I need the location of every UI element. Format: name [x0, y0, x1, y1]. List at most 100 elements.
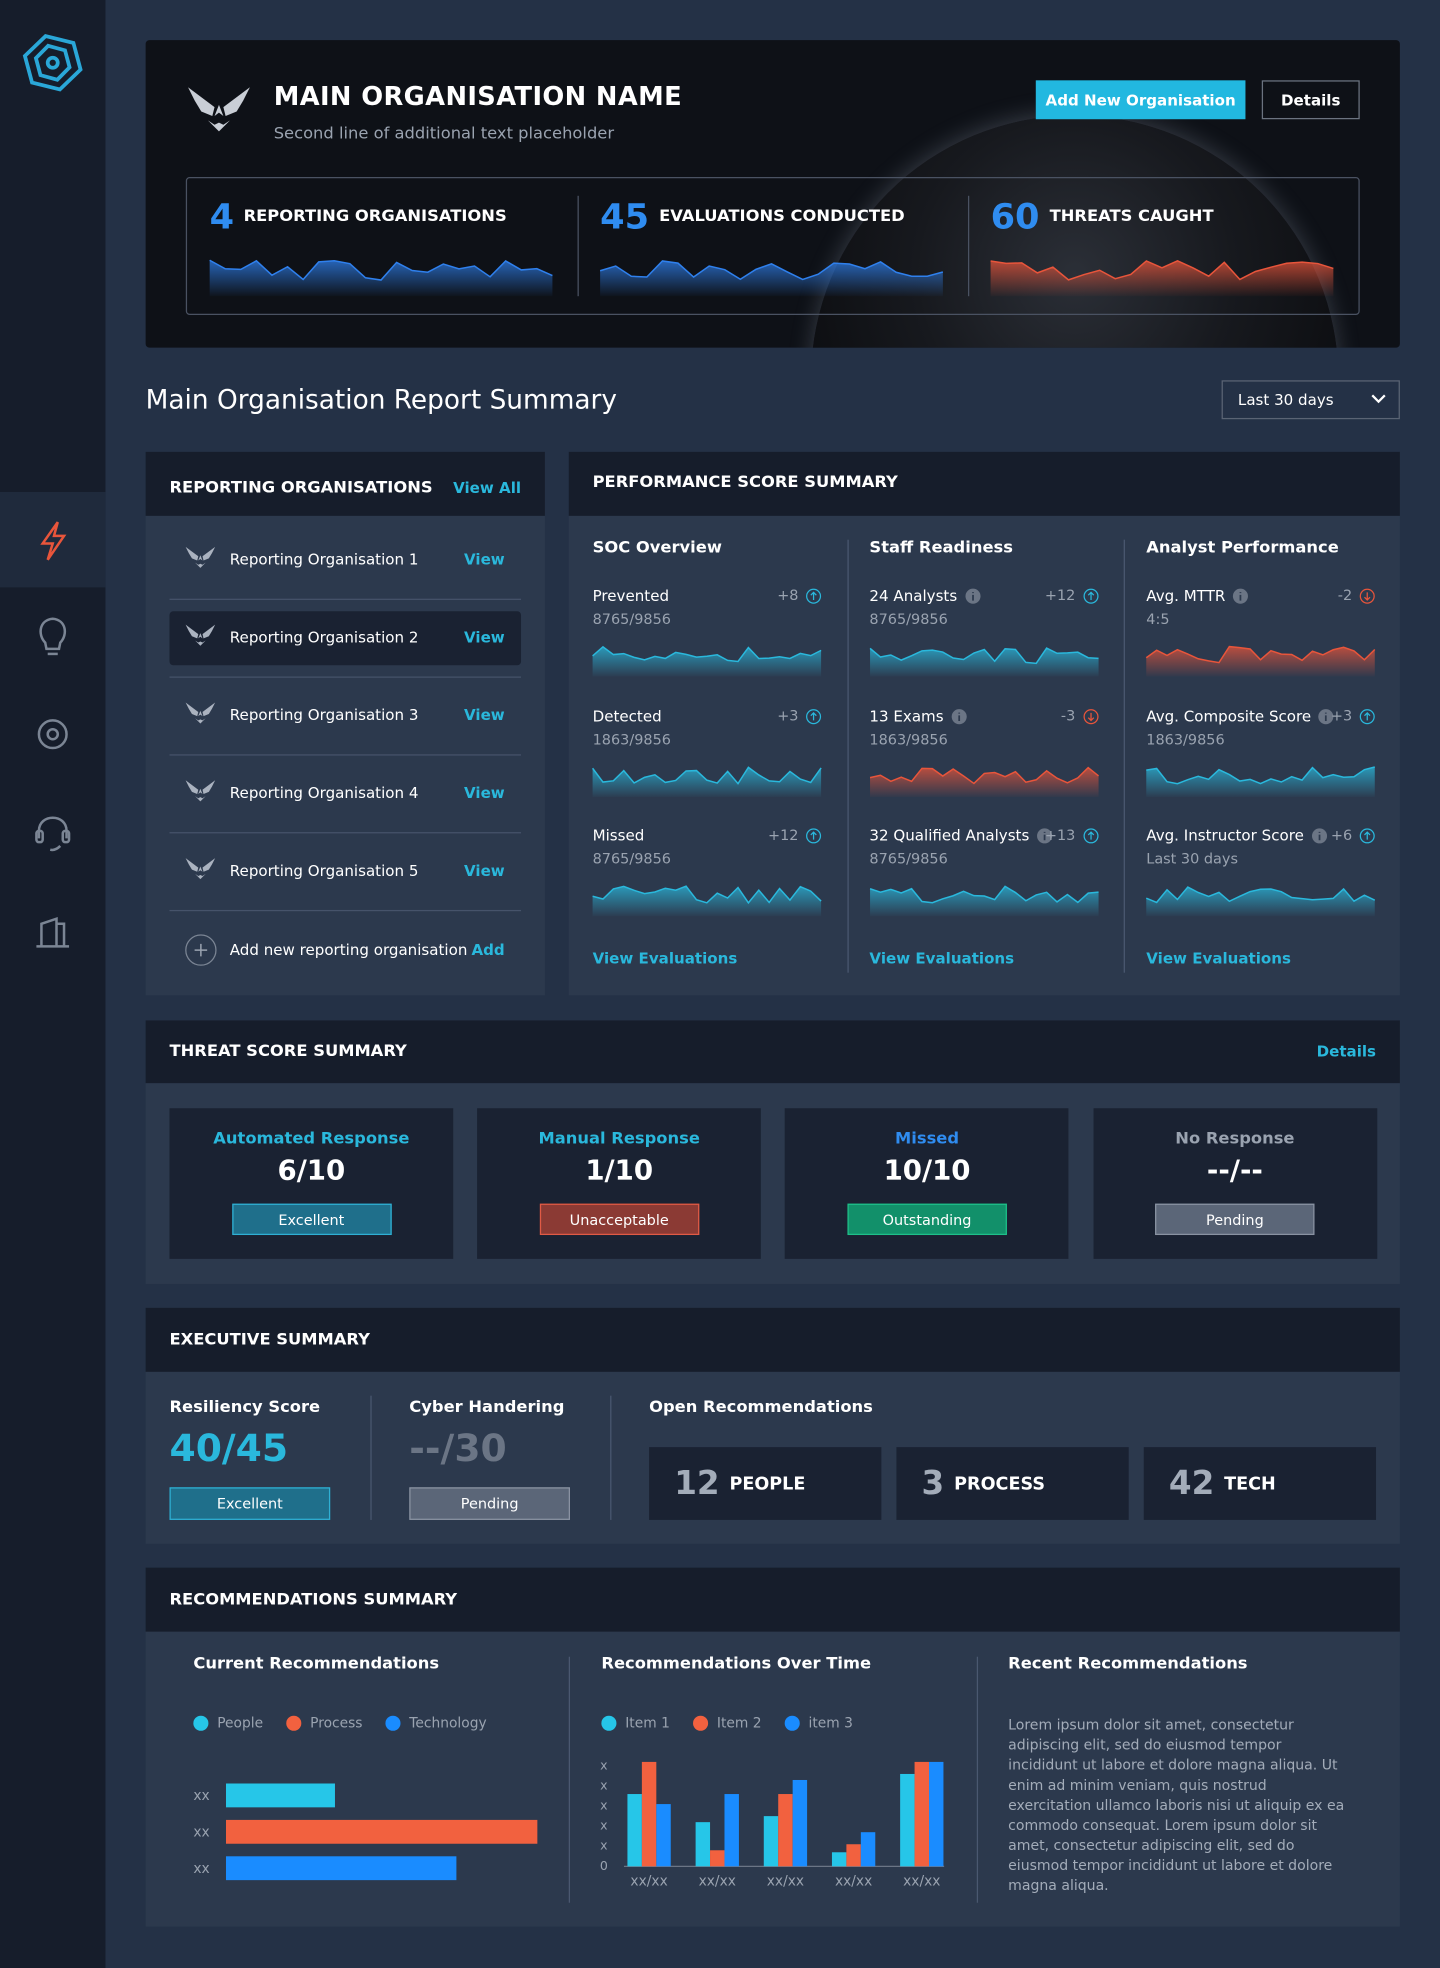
bar [846, 1844, 861, 1867]
metric-name: 32 Qualified Analysts [869, 826, 1030, 845]
panel-title: REPORTING ORGANISATIONS [169, 478, 433, 498]
row-divider [169, 754, 522, 756]
base [195, 796, 206, 802]
trend-circle [806, 828, 822, 844]
wing-left [188, 87, 215, 116]
add-icon [185, 934, 217, 966]
nav-activity[interactable] [40, 521, 67, 561]
sparkline [1145, 645, 1376, 677]
nav-logout[interactable] [36, 916, 70, 948]
view-link[interactable]: View [464, 862, 505, 880]
y-tick-label: x [600, 1778, 608, 1793]
legend-dot [385, 1715, 401, 1731]
status-badge: Pending [1155, 1203, 1315, 1236]
sparkline [1145, 886, 1376, 917]
button-secondary[interactable]: Details [1261, 80, 1360, 120]
metric-name: 13 Exams [869, 707, 944, 725]
wing-left [185, 702, 199, 717]
add-link[interactable]: Add [471, 941, 505, 959]
recommendations-header [145, 1567, 1400, 1632]
button-primary[interactable]: Add New Organisation [1035, 80, 1246, 120]
header-subtitle: Second line of additional text placehold… [273, 124, 615, 144]
info-icon [1232, 588, 1248, 604]
legend-dot [286, 1715, 302, 1731]
metric-detail: 8765/9856 [869, 610, 948, 628]
metric-detail: 8765/9856 [592, 849, 671, 868]
view-link[interactable]: View [464, 628, 505, 647]
threat-name: No Response [1175, 1129, 1295, 1149]
threat-name: Manual Response [538, 1129, 700, 1149]
view-evaluations-link[interactable]: View Evaluations [592, 949, 738, 968]
column-title: SOC Overview [592, 538, 722, 558]
range-dropdown[interactable] [1221, 380, 1400, 420]
metric-name: Detected [592, 707, 662, 725]
x-tick-label: xx/xx [903, 1873, 940, 1889]
stat-value: 45 [600, 196, 650, 238]
view-link[interactable]: View [464, 706, 505, 724]
nav-support[interactable] [35, 816, 71, 852]
score-label: Cyber Handering [409, 1398, 565, 1418]
star [198, 866, 203, 872]
star [198, 710, 203, 717]
trend-arrow [810, 711, 817, 720]
recommendation-count: 3 [921, 1465, 945, 1503]
metric-delta: +13 [1044, 825, 1076, 844]
row-divider [169, 909, 522, 912]
nav-settings[interactable] [37, 719, 68, 750]
nav-ideas[interactable] [39, 617, 67, 656]
bar-chart: xx xx xx [193, 1783, 538, 1881]
trend-circle [806, 588, 822, 604]
sparkline-line [869, 885, 1099, 904]
view-evaluations-link[interactable]: View Evaluations [1146, 949, 1291, 968]
view-evaluations-link[interactable]: View Evaluations [869, 949, 1015, 968]
trend-icon [806, 708, 822, 724]
x-tick-label: xx/xx [835, 1873, 872, 1889]
trend-circle [1359, 708, 1375, 724]
y-tick-label: 0 [600, 1858, 608, 1873]
view-all-link[interactable]: View All [453, 479, 522, 497]
legend-label: Item 2 [716, 1714, 762, 1732]
sparkline-line [592, 885, 822, 905]
reporting-header [145, 451, 545, 516]
sparkline-line [1146, 765, 1375, 784]
base [207, 120, 231, 132]
x-tick-label: xx/xx [699, 1873, 736, 1889]
recommendation-box [649, 1447, 882, 1520]
bar [225, 1783, 335, 1808]
metric-delta: +12 [1044, 586, 1076, 604]
row-divider [169, 832, 522, 834]
category-label: xx [193, 1861, 209, 1877]
org-logo [185, 702, 216, 724]
metric-delta: +12 [768, 825, 799, 844]
recommendation-count: 42 [1168, 1465, 1215, 1503]
metric-delta: +6 [1330, 825, 1353, 844]
trend-arrow [1364, 592, 1371, 601]
legend-label: People [217, 1714, 264, 1732]
view-link[interactable]: View [464, 784, 505, 802]
trend-arrow [1087, 712, 1094, 721]
panel-title: RECOMMENDATIONS SUMMARY [169, 1590, 458, 1610]
column-divider [976, 1656, 979, 1903]
column-divider [1123, 539, 1125, 973]
metric-delta: +3 [777, 706, 799, 724]
org-name: Reporting Organisation 1 [229, 550, 419, 569]
wings [188, 87, 250, 132]
column-title: Analyst Performance [1146, 538, 1339, 558]
chart-title: Recent Recommendations [1008, 1654, 1248, 1674]
trend-circle [1082, 828, 1098, 844]
score-value: --/30 [409, 1427, 507, 1471]
trend-arrow [1087, 831, 1094, 840]
view-link[interactable]: View [464, 550, 505, 569]
metric-detail: 8765/9856 [592, 610, 671, 628]
star [198, 788, 203, 794]
trend-circle [1359, 588, 1375, 604]
trend-icon [1082, 708, 1098, 724]
bar [225, 1819, 538, 1844]
bar [900, 1773, 915, 1867]
wing-left [185, 780, 199, 794]
sparkline-line [592, 645, 822, 663]
y-tick-label: x [600, 1757, 608, 1772]
details-link[interactable]: Details [1316, 1042, 1377, 1061]
org-logo [188, 87, 250, 132]
